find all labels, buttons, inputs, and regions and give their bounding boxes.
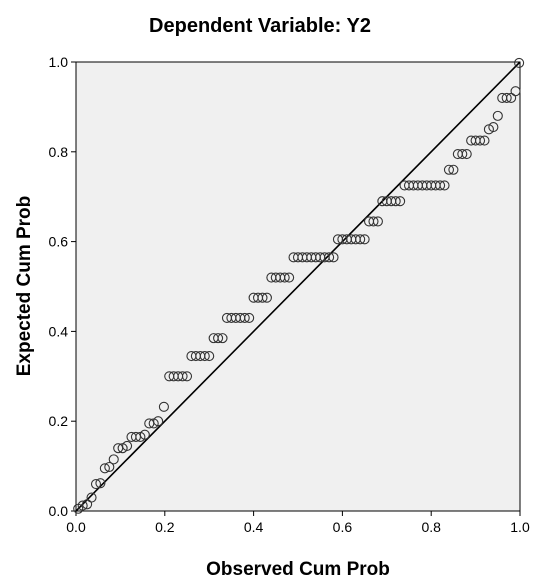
data-point	[279, 272, 290, 283]
x-tick-label: 0.2	[155, 519, 175, 535]
data-point	[181, 371, 193, 382]
data-point	[108, 454, 119, 465]
data-point	[99, 463, 110, 474]
y-tick-label: 0.0	[49, 503, 69, 519]
data-point	[324, 252, 335, 263]
data-point	[359, 234, 370, 245]
data-point	[90, 479, 102, 490]
axis-ticks: 0.0 0.2 0.4 0.6 0.8 1.0 0.0 0.2 0.4 0.6 0.8 1.0	[49, 54, 530, 535]
y-tick-label: 1.0	[49, 54, 69, 70]
chart-title: Dependent Variable: Y2	[149, 15, 371, 37]
reference-diagonal-line	[75, 61, 521, 512]
data-point	[390, 196, 401, 207]
data-point	[443, 164, 455, 175]
data-point	[514, 57, 525, 68]
data-points	[73, 57, 525, 514]
data-point	[368, 216, 379, 227]
data-point	[95, 478, 106, 489]
x-tick-label: 1.0	[510, 519, 530, 535]
data-point	[158, 401, 169, 412]
data-point	[457, 148, 468, 160]
data-point	[239, 312, 250, 323]
data-point	[328, 252, 339, 263]
data-point	[479, 135, 490, 146]
data-point	[435, 180, 446, 191]
data-point	[395, 196, 406, 207]
y-tick-label: 0.6	[49, 234, 69, 250]
data-point	[372, 216, 383, 227]
data-point	[104, 461, 115, 473]
data-point	[86, 492, 97, 503]
data-point	[501, 92, 512, 103]
data-point	[199, 351, 210, 362]
data-point	[461, 148, 472, 160]
data-point	[261, 292, 272, 303]
data-point	[244, 312, 255, 323]
data-point	[204, 351, 215, 362]
data-point	[153, 416, 164, 427]
reference-line-layer	[75, 61, 521, 512]
y-tick-label: 0.2	[49, 413, 69, 429]
x-tick-label: 0.8	[421, 519, 441, 535]
data-point	[448, 164, 459, 175]
y-axis-title: Expected Cum Prob	[14, 196, 35, 377]
data-point	[177, 371, 188, 382]
data-point	[213, 333, 224, 344]
data-point	[122, 440, 133, 451]
x-tick-label: 0.4	[244, 519, 264, 535]
x-axis-title: Observed Cum Prob	[206, 559, 390, 580]
data-point	[257, 292, 268, 303]
data-point	[355, 234, 366, 245]
data-point	[488, 122, 499, 133]
data-point	[284, 272, 295, 283]
data-point	[217, 333, 228, 344]
data-point	[474, 135, 486, 146]
data-point	[439, 180, 450, 191]
data-point	[492, 110, 503, 121]
data-point	[139, 429, 150, 440]
y-tick-label: 0.4	[49, 323, 69, 339]
x-tick-label: 0.0	[66, 519, 86, 535]
data-point	[510, 86, 521, 97]
data-point	[77, 500, 88, 511]
x-tick-label: 0.6	[333, 519, 353, 535]
y-tick-label: 0.8	[49, 144, 69, 160]
